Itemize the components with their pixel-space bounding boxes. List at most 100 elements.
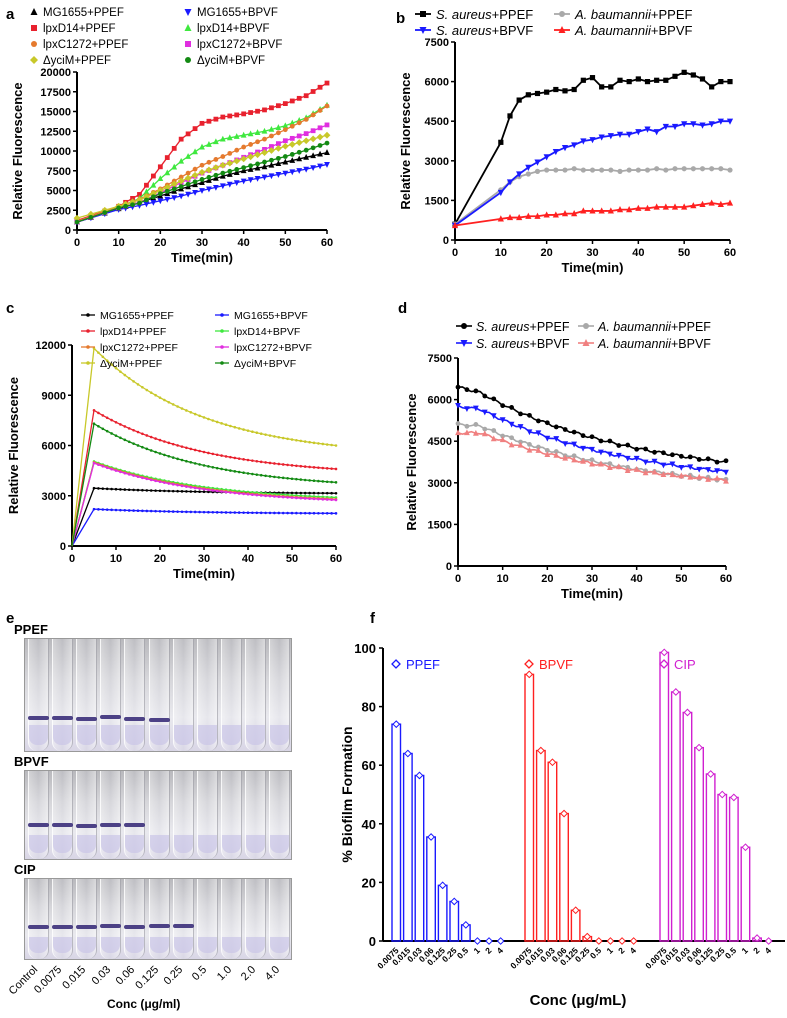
data-point [608, 167, 614, 173]
data-point [653, 129, 660, 136]
legend-marker [31, 25, 37, 31]
data-point [101, 414, 105, 417]
y-tick-label: 20 [362, 875, 376, 890]
data-point [672, 166, 678, 172]
data-point [202, 490, 206, 494]
x-tick-label: 40 [632, 247, 644, 259]
data-point [193, 448, 197, 452]
data-point [275, 141, 281, 147]
data-point [317, 108, 323, 113]
tube-liquid [149, 725, 169, 745]
chart-f: 0 20 40 60 80 100 % Biofilm Formation Conc (μg/… [339, 641, 785, 1009]
x-tick-label: 10 [497, 573, 509, 585]
tube-liquid [28, 725, 48, 745]
data-point [178, 157, 185, 164]
y-tick-label: 1500 [425, 195, 449, 207]
legend-label: ΔyciM+PPEF [43, 55, 111, 67]
tube-liquid [246, 725, 266, 745]
data-point [248, 163, 254, 169]
data-point [464, 406, 470, 413]
data-point [149, 449, 153, 452]
y-tick-label: 4500 [425, 116, 449, 128]
data-point [233, 133, 240, 139]
data-point [517, 441, 524, 448]
data-point [490, 435, 497, 442]
data-point [589, 434, 595, 440]
data-point [543, 211, 550, 218]
data-point [308, 440, 311, 444]
data-point [192, 189, 198, 196]
legend-label: S. aureus+BPVF [436, 23, 533, 38]
data-point [240, 167, 247, 174]
data-point [562, 441, 569, 448]
data-point [303, 93, 309, 99]
bar [402, 752, 413, 942]
data-point [220, 467, 223, 471]
data-point [678, 453, 684, 459]
data-point [101, 464, 105, 468]
data-point [598, 207, 605, 214]
data-point [215, 511, 219, 514]
tube-liquid [28, 937, 48, 953]
data-point [136, 444, 140, 447]
data-point [176, 444, 179, 447]
data-point [163, 398, 166, 402]
data-point [178, 193, 185, 200]
data-point [213, 172, 219, 178]
y-tick-label: 0 [369, 934, 376, 949]
data-point [92, 422, 96, 426]
biofilm-ring [100, 823, 122, 827]
data-point [625, 442, 631, 448]
data-point [317, 163, 323, 170]
data-point [282, 101, 288, 106]
data-point [212, 164, 220, 171]
data-point [455, 421, 461, 426]
data-point [282, 158, 289, 165]
data-point [662, 203, 669, 210]
data-point [240, 131, 247, 138]
data-point [207, 488, 210, 492]
test-tube [148, 879, 170, 959]
test-tube [100, 771, 122, 859]
test-tube [245, 879, 267, 959]
data-point [282, 127, 288, 133]
data-point [277, 511, 281, 515]
data-point [110, 467, 113, 471]
x-axis-title: Conc (μg/mL) [530, 992, 627, 1009]
series-line [71, 462, 337, 547]
data-point [289, 152, 295, 157]
test-tube [172, 879, 194, 959]
data-point [233, 157, 241, 165]
data-point [123, 203, 129, 209]
data-point [324, 162, 330, 168]
data-point [534, 159, 541, 166]
data-point [392, 720, 401, 729]
data-point [224, 490, 228, 494]
data-point [262, 136, 267, 142]
y-tick-label: 80 [362, 700, 376, 715]
test-tube [75, 639, 97, 751]
data-point [690, 166, 696, 172]
data-point [206, 186, 212, 193]
data-point [178, 184, 184, 189]
data-point [286, 477, 289, 480]
data-point [167, 441, 171, 445]
data-point [264, 433, 267, 436]
data-point [254, 175, 261, 182]
data-point [224, 455, 228, 458]
data-point [255, 473, 259, 476]
data-point [199, 177, 205, 182]
data-point [317, 143, 323, 148]
data-point [157, 191, 163, 197]
data-point [516, 97, 522, 103]
data-point [269, 144, 274, 149]
data-point [615, 452, 622, 459]
data-point [496, 937, 505, 945]
data-point [189, 410, 193, 414]
data-point [571, 142, 578, 149]
series-line [76, 82, 328, 222]
data-point [490, 413, 497, 420]
series-line [76, 142, 328, 223]
data-point [464, 387, 470, 393]
data-point [415, 771, 424, 780]
